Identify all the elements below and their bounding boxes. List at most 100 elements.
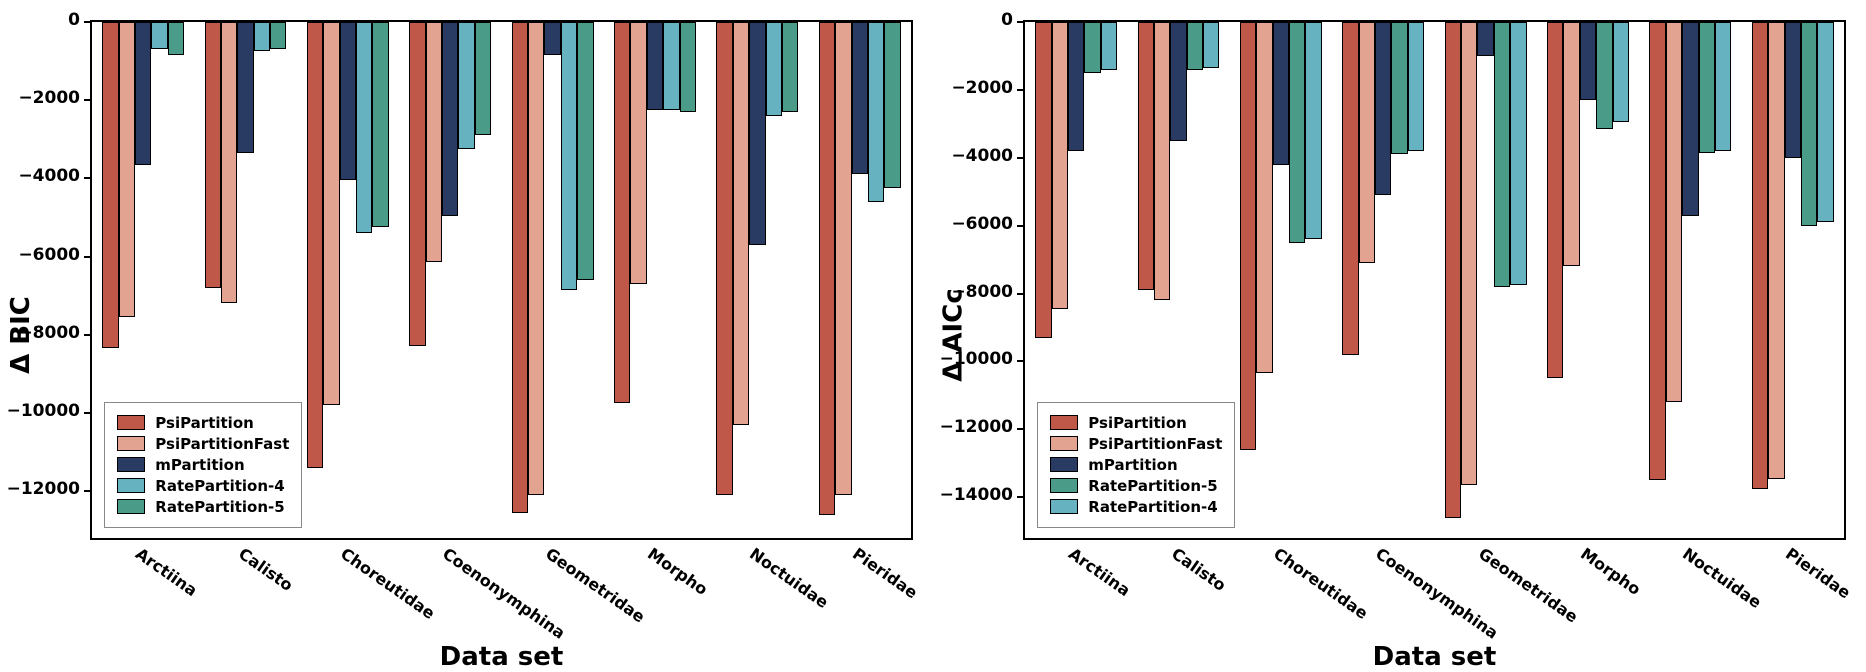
legend-swatch bbox=[1050, 436, 1078, 451]
bar bbox=[1342, 22, 1358, 355]
bar bbox=[1187, 22, 1203, 70]
legend-item: PsiPartition bbox=[1050, 414, 1222, 432]
ytick-label: 0 bbox=[1001, 10, 1013, 30]
bar bbox=[1084, 22, 1100, 73]
bar bbox=[270, 22, 286, 49]
bar bbox=[1715, 22, 1731, 151]
xtick-label: Noctuidae bbox=[1680, 544, 1766, 612]
legend-item: RatePartition-4 bbox=[117, 477, 289, 495]
xtick-label: Arctiina bbox=[132, 544, 201, 600]
group-noctuidae: Noctuidae bbox=[1649, 22, 1731, 538]
bar bbox=[168, 22, 184, 55]
xtick-label: Geometridae bbox=[1475, 544, 1581, 626]
legend-item: mPartition bbox=[117, 456, 289, 474]
bar bbox=[577, 22, 593, 280]
bar bbox=[647, 22, 663, 110]
bar bbox=[852, 22, 868, 174]
bar bbox=[733, 22, 749, 425]
group-choreutidae: Choreutidae bbox=[307, 22, 389, 538]
bar bbox=[1101, 22, 1117, 70]
bar bbox=[614, 22, 630, 403]
panel-aicc: Δ AICc 0−2000−4000−6000−8000−10000−12000−… bbox=[933, 0, 1866, 670]
legend-label: mPartition bbox=[155, 456, 244, 474]
bar bbox=[151, 22, 167, 49]
legend-swatch bbox=[1050, 415, 1078, 430]
bar bbox=[1785, 22, 1801, 158]
bar bbox=[426, 22, 442, 262]
xlabel-aicc: Data set bbox=[1023, 642, 1846, 672]
bar bbox=[1682, 22, 1698, 216]
legend-label: mPartition bbox=[1088, 456, 1177, 474]
bar bbox=[102, 22, 118, 348]
xtick-label: Calisto bbox=[1168, 544, 1229, 595]
xtick-label: Pieridae bbox=[1782, 544, 1854, 602]
bar bbox=[323, 22, 339, 405]
bar bbox=[1547, 22, 1563, 378]
panel-bic: Δ BIC0−2000−4000−6000−8000−10000−12000Ar… bbox=[0, 0, 933, 670]
xtick-label: Morpho bbox=[644, 544, 711, 599]
bar bbox=[868, 22, 884, 202]
bar bbox=[766, 22, 782, 116]
xtick-label: Choreutidae bbox=[1270, 544, 1371, 623]
bar bbox=[1052, 22, 1068, 309]
bar bbox=[307, 22, 323, 468]
ylabel-aicc: Δ AICc bbox=[939, 0, 969, 670]
bar bbox=[1580, 22, 1596, 100]
bar bbox=[630, 22, 646, 284]
xlabel-bic: Data set bbox=[90, 642, 913, 672]
legend-swatch bbox=[1050, 478, 1078, 493]
ytick-label: −8000 bbox=[18, 323, 80, 343]
legend-bic: PsiPartition PsiPartitionFast mPartition Ra… bbox=[104, 402, 302, 528]
bar bbox=[135, 22, 151, 165]
bar bbox=[409, 22, 425, 346]
bar bbox=[458, 22, 474, 149]
xtick-label: Calisto bbox=[235, 544, 296, 595]
bar bbox=[884, 22, 900, 188]
ytick-label: −12000 bbox=[940, 417, 1013, 437]
bar bbox=[1408, 22, 1424, 151]
ytick-label: −10000 bbox=[7, 401, 80, 421]
legend-swatch bbox=[117, 457, 145, 472]
legend-item: mPartition bbox=[1050, 456, 1222, 474]
legend-item: RatePartition-5 bbox=[1050, 477, 1222, 495]
bar bbox=[1170, 22, 1186, 141]
bar bbox=[1289, 22, 1305, 243]
bar bbox=[663, 22, 679, 110]
plot-area-aicc: 0−2000−4000−6000−8000−10000−12000−14000A… bbox=[1023, 20, 1846, 540]
ytick-label: −14000 bbox=[940, 485, 1013, 505]
xtick-label: Choreutidae bbox=[337, 544, 438, 623]
bar bbox=[1666, 22, 1682, 402]
bar bbox=[1256, 22, 1272, 373]
legend-label: PsiPartition bbox=[1088, 414, 1187, 432]
ytick-label: −12000 bbox=[7, 479, 80, 499]
legend-swatch bbox=[117, 478, 145, 493]
bar bbox=[528, 22, 544, 495]
legend-item: PsiPartitionFast bbox=[117, 435, 289, 453]
bar bbox=[716, 22, 732, 495]
bar bbox=[1768, 22, 1784, 479]
bar bbox=[475, 22, 491, 135]
bar bbox=[372, 22, 388, 227]
group-morpho: Morpho bbox=[614, 22, 696, 538]
bar bbox=[512, 22, 528, 513]
group-pieridae: Pieridae bbox=[1752, 22, 1834, 538]
group-geometridae: Geometridae bbox=[512, 22, 594, 538]
bar bbox=[205, 22, 221, 288]
ytick-label: −4000 bbox=[18, 166, 80, 186]
legend-swatch bbox=[117, 415, 145, 430]
group-noctuidae: Noctuidae bbox=[716, 22, 798, 538]
bar bbox=[356, 22, 372, 233]
bar bbox=[1510, 22, 1526, 285]
legend-label: PsiPartitionFast bbox=[1088, 435, 1222, 453]
bar bbox=[1494, 22, 1510, 287]
group-morpho: Morpho bbox=[1547, 22, 1629, 538]
bar bbox=[1391, 22, 1407, 154]
bar bbox=[749, 22, 765, 245]
legend-item: PsiPartition bbox=[117, 414, 289, 432]
bar bbox=[680, 22, 696, 112]
xtick-label: Pieridae bbox=[849, 544, 921, 602]
group-choreutidae: Choreutidae bbox=[1240, 22, 1322, 538]
group-coenonymphina: Coenonymphina bbox=[409, 22, 491, 538]
xtick-label: Geometridae bbox=[542, 544, 648, 626]
legend-label: PsiPartition bbox=[155, 414, 254, 432]
